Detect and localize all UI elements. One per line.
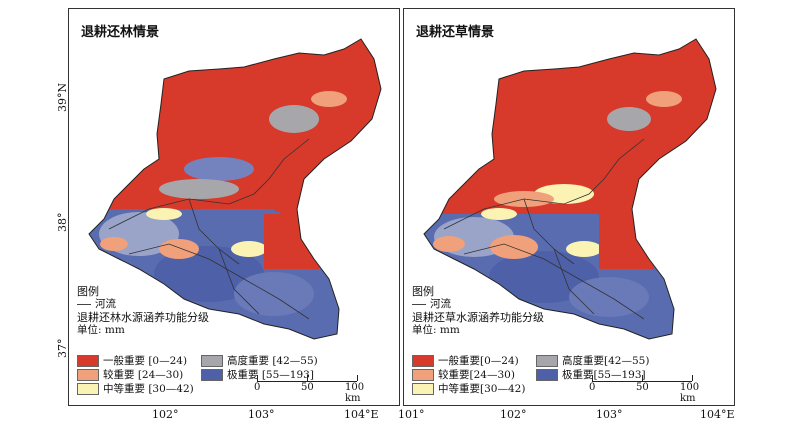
- legend-class-label: 中等重要[30—42): [438, 383, 526, 395]
- legend-river: 河流: [412, 298, 544, 311]
- region-map-forest: [88, 38, 382, 340]
- scale-label: 50: [301, 382, 314, 393]
- legend-class-label: 高度重要[42—55): [562, 355, 650, 367]
- scale-label: 100 km: [680, 382, 700, 404]
- swatch-icon: [412, 368, 434, 381]
- scale-label: 0: [589, 382, 596, 393]
- panel-title: 退耕还草情景: [416, 25, 495, 40]
- legend-class-label: 高度重要 [42—55): [227, 355, 318, 367]
- swatch-icon: [412, 382, 434, 395]
- legend-class-label: 较重要[24—30): [438, 369, 515, 381]
- legend-river-label: 河流: [430, 298, 451, 310]
- legend-class: 中等重要 [30—42): [77, 381, 194, 396]
- river-line-icon: [412, 304, 426, 305]
- latitude-label: 38°: [56, 212, 69, 233]
- map-panel-forest: 退耕还林情景 图例 河流 退耕还林水源涵养功能分级 单位: mm 一般重要 [0…: [68, 8, 400, 406]
- legend-class: 一般重要[0—24): [412, 353, 519, 368]
- swatch-icon: [536, 368, 558, 381]
- swatch-icon: [201, 354, 223, 367]
- legend-class: 一般重要 [0—24): [77, 353, 187, 368]
- longitude-label: 103°: [248, 408, 275, 421]
- legend-heading: 图例: [412, 285, 434, 298]
- longitude-label: 101°: [398, 408, 425, 421]
- scale-bar: 0 50 100 km: [249, 373, 369, 404]
- scale-label: 0: [254, 382, 261, 393]
- scale-bar: 0 50 100 km: [584, 373, 704, 404]
- longitude-label: 102°: [152, 408, 179, 421]
- legend-class: 较重要[24—30): [412, 367, 515, 382]
- scale-label: 100 km: [345, 382, 365, 404]
- legend-unit: 单位: mm: [412, 324, 460, 336]
- legend-river: 河流: [77, 298, 209, 311]
- latitude-label: 37°: [56, 338, 69, 359]
- river-line-icon: [77, 304, 91, 305]
- legend-class: 极重要[55—193]: [536, 367, 646, 382]
- legend: 图例 河流 退耕还草水源涵养功能分级 单位: mm: [412, 285, 544, 337]
- legend-group-title: 退耕还草水源涵养功能分级: [412, 311, 544, 324]
- swatch-icon: [201, 368, 223, 381]
- map-panel-grass: 退耕还草情景 图例 河流 退耕还草水源涵养功能分级 单位: mm 一般重要[0—…: [403, 8, 735, 406]
- legend-class-label: 一般重要[0—24): [438, 355, 519, 367]
- longitude-label: 102°: [500, 408, 527, 421]
- longitude-label: 103°: [596, 408, 623, 421]
- scale-label: 50: [636, 382, 649, 393]
- legend-class: 高度重要[42—55): [536, 353, 649, 368]
- region-map-grass: [423, 38, 717, 340]
- legend-class: 较重要 [24—30): [77, 367, 183, 382]
- legend-class-label: 中等重要 [30—42): [103, 383, 194, 395]
- legend-group-title: 退耕还林水源涵养功能分级: [77, 311, 209, 324]
- longitude-label: 104°E: [344, 408, 379, 421]
- latitude-label: 39°N: [56, 82, 69, 112]
- legend-class: 中等重要[30—42): [412, 381, 525, 396]
- legend: 图例 河流 退耕还林水源涵养功能分级 单位: mm: [77, 285, 209, 337]
- legend-heading: 图例: [77, 285, 99, 298]
- longitude-label: 104°E: [700, 408, 735, 421]
- legend-river-label: 河流: [95, 298, 116, 310]
- legend-class-label: 一般重要 [0—24): [103, 355, 188, 367]
- legend-class-label: 极重要 [55—193]: [227, 369, 314, 381]
- legend-unit: 单位: mm: [77, 324, 125, 336]
- legend-class: 极重要 [55—193]: [201, 367, 314, 382]
- swatch-icon: [536, 354, 558, 367]
- swatch-icon: [77, 368, 99, 381]
- legend-class-label: 极重要[55—193]: [562, 369, 646, 381]
- legend-class-label: 较重要 [24—30): [103, 369, 184, 381]
- swatch-icon: [77, 382, 99, 395]
- legend-class: 高度重要 [42—55): [201, 353, 318, 368]
- panel-title: 退耕还林情景: [81, 25, 160, 40]
- swatch-icon: [412, 354, 434, 367]
- swatch-icon: [77, 354, 99, 367]
